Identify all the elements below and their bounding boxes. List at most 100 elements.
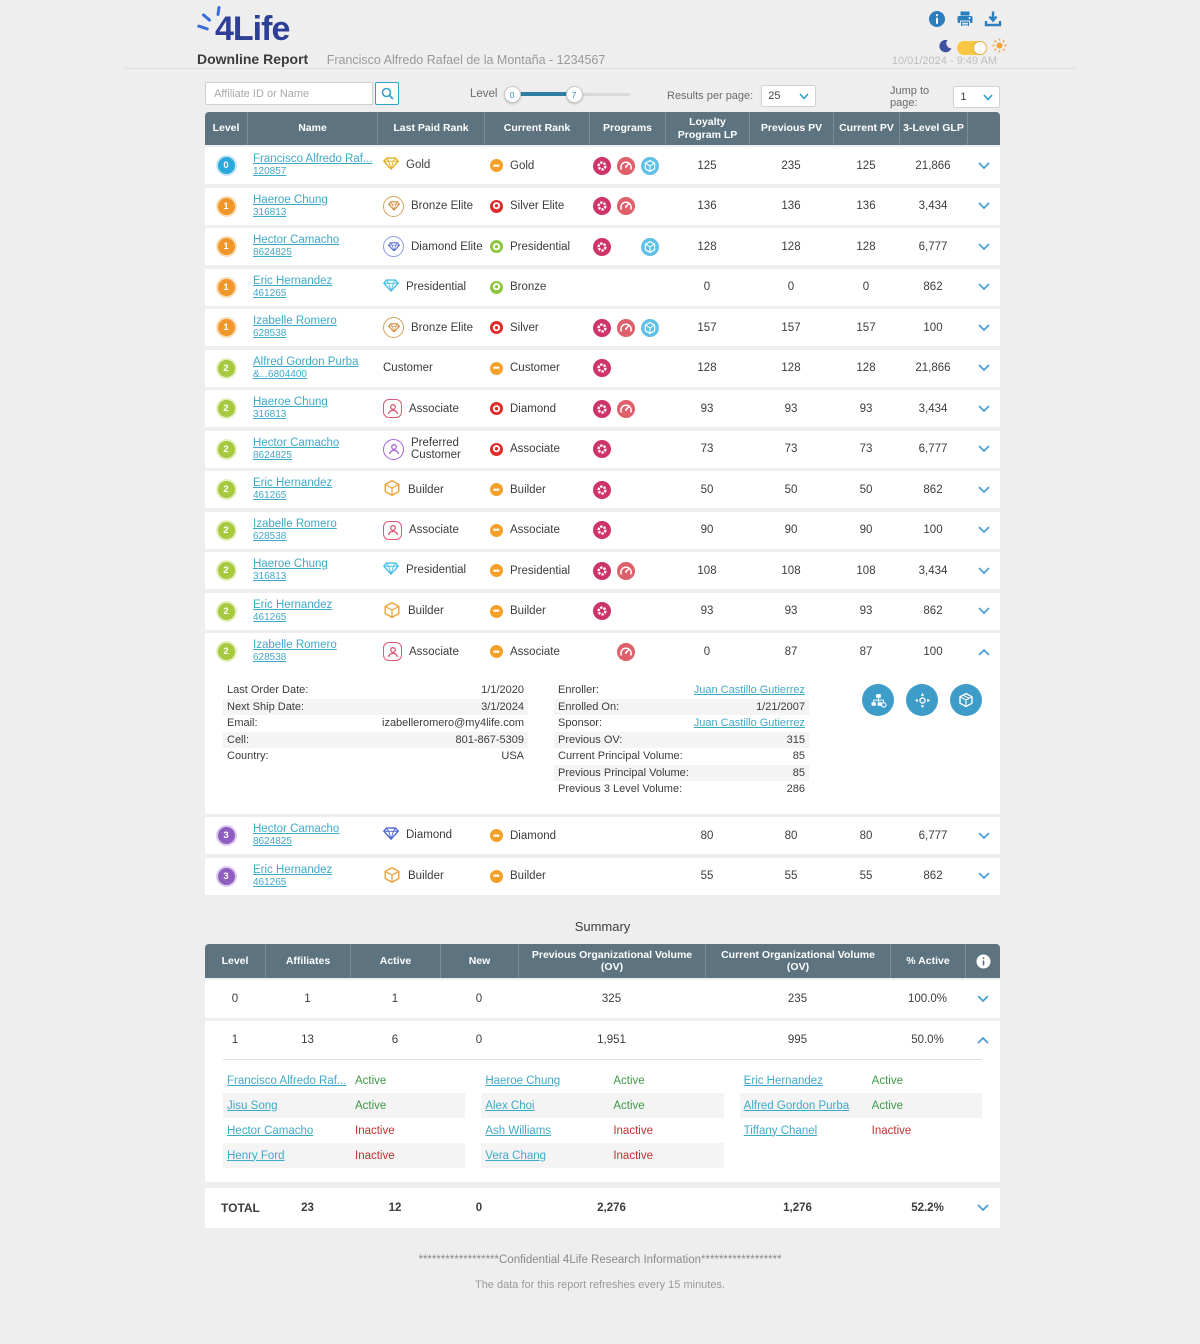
loyalty-lp-value: 136 <box>697 200 717 212</box>
affiliate-status: Inactive <box>613 1124 653 1137</box>
confidential-note: ******************Confidential 4Life Res… <box>418 1254 782 1266</box>
affiliate-name-link[interactable]: Haeroe Chung <box>253 396 328 409</box>
detail-label: Previous 3 Level Volume: <box>558 783 683 796</box>
affiliate-id-link[interactable]: 628538 <box>253 652 287 664</box>
search-input[interactable] <box>205 82 373 105</box>
affiliate-name-link[interactable]: Francisco Alfredo Raf... <box>227 1074 347 1087</box>
affiliate-id-link[interactable]: 461265 <box>253 287 287 299</box>
expand-chevron[interactable] <box>965 995 1000 1003</box>
affiliate-name-link[interactable]: Henry Ford <box>227 1149 285 1162</box>
affiliate-name-link[interactable]: Eric Hernandez <box>253 274 333 287</box>
level-slider[interactable]: 0 7 <box>503 86 630 103</box>
expand-chevron[interactable] <box>967 324 1000 332</box>
affiliate-id-link[interactable]: 461265 <box>253 490 287 502</box>
affiliate-name-link[interactable]: Izabelle Romero <box>253 639 337 652</box>
info-icon[interactable] <box>928 10 946 28</box>
affiliate-name-link[interactable]: Haeroe Chung <box>485 1074 561 1087</box>
affiliate-name-link[interactable]: Hector Camacho <box>227 1124 314 1137</box>
affiliate-name-link[interactable]: Hector Camacho <box>253 234 340 247</box>
affiliate-name-link[interactable]: Vera Chang <box>485 1149 547 1162</box>
theme-toggle[interactable] <box>957 41 987 55</box>
expand-chevron[interactable] <box>967 832 1000 840</box>
printer-icon[interactable] <box>956 10 974 28</box>
current-rank-label: Diamond <box>510 829 557 842</box>
expand-chevron[interactable] <box>967 607 1000 615</box>
expand-chevron[interactable] <box>965 1204 1000 1212</box>
expand-chevron[interactable] <box>967 648 1000 656</box>
expand-chevron[interactable] <box>967 162 1000 170</box>
affiliate-name-link[interactable]: Alfred Gordon Purba <box>743 1099 850 1112</box>
affiliate-name-link[interactable]: Jisu Song <box>227 1099 278 1112</box>
summary-info-icon[interactable] <box>965 944 1000 978</box>
affiliate-id-link[interactable]: 628538 <box>253 328 287 340</box>
affiliate-id-link[interactable]: 8624825 <box>253 836 292 848</box>
expand-chevron[interactable] <box>967 202 1000 210</box>
affiliate-id-link[interactable]: 316813 <box>253 206 287 218</box>
affiliate-name-link[interactable]: Eric Hernandez <box>743 1074 823 1087</box>
affiliate-id-link[interactable]: 8624825 <box>253 449 292 461</box>
affiliate-name-link[interactable]: Ash Williams <box>485 1124 552 1137</box>
jump-to-page-value: 1 <box>960 91 967 103</box>
current-pv-value: 108 <box>856 564 876 577</box>
expand-chevron[interactable] <box>967 445 1000 453</box>
affiliate-name-link[interactable]: Izabelle Romero <box>253 517 337 530</box>
name-cell: Eric Hernandez 461265 <box>247 476 377 503</box>
loyalty-program-icon <box>593 156 611 175</box>
downline-tree-icon[interactable] <box>862 684 894 716</box>
level-cell: 1 <box>205 195 247 217</box>
loyalty-program-icon <box>593 521 611 539</box>
affiliate-id-link[interactable]: 461265 <box>253 876 287 888</box>
detail-label: Last Order Date: <box>227 684 309 697</box>
affiliate-name-link[interactable]: Hector Camacho <box>253 823 340 836</box>
summary-header: Level Affiliates Active New Previous Org… <box>205 944 1000 978</box>
expand-chevron[interactable] <box>967 526 1000 534</box>
placement-icon[interactable] <box>906 684 938 716</box>
expand-chevron[interactable] <box>967 567 1000 575</box>
affiliate-name-link[interactable]: Eric Hernandez <box>253 598 333 611</box>
affiliate-name-link[interactable]: Haeroe Chung <box>253 193 328 206</box>
affiliate-status-row: Vera Chang Inactive <box>481 1143 724 1168</box>
affiliate-name-link[interactable]: Eric Hernandez <box>253 863 333 876</box>
expand-chevron[interactable] <box>967 486 1000 494</box>
affiliate-id-link[interactable]: 628538 <box>253 530 287 542</box>
affiliate-status-row: Ash Williams Inactive <box>481 1118 723 1143</box>
slider-handle-max[interactable]: 7 <box>565 86 583 103</box>
search-button[interactable] <box>375 82 399 105</box>
orders-package-icon[interactable] <box>950 684 982 716</box>
affiliate-id-link[interactable]: &...6804400 <box>253 368 307 380</box>
col-header: Current Organizational Volume (OV) <box>705 944 890 978</box>
results-per-page-select[interactable]: 25 <box>761 85 817 107</box>
affiliate-id-link[interactable]: 461265 <box>253 611 287 623</box>
detail-link[interactable]: Juan Castillo Gutierrez <box>693 684 805 697</box>
detail-row: Sponsor: Juan Castillo Gutierrez <box>554 715 809 732</box>
download-icon[interactable] <box>984 10 1002 28</box>
expand-chevron[interactable] <box>967 364 1000 372</box>
expand-chevron[interactable] <box>967 283 1000 291</box>
col-header: % Active <box>890 944 965 978</box>
slider-handle-min[interactable]: 0 <box>503 86 521 103</box>
affiliate-name-link[interactable]: Francisco Alfredo Raf... <box>253 153 373 166</box>
detail-link[interactable]: Juan Castillo Gutierrez <box>693 717 805 730</box>
jump-to-page-select[interactable]: 1 <box>953 86 1000 108</box>
rank-gem-teal-icon <box>382 279 400 295</box>
expand-chevron[interactable] <box>967 872 1000 880</box>
affiliate-id-link[interactable]: 316813 <box>253 571 287 583</box>
affiliate-id-link[interactable]: 8624825 <box>253 247 292 259</box>
affiliate-name-link[interactable]: Alfred Gordon Purba <box>253 355 359 368</box>
affiliate-id-link[interactable]: 120857 <box>253 166 287 178</box>
affiliate-name-link[interactable]: Haeroe Chung <box>253 558 328 571</box>
affiliate-id-link[interactable]: 316813 <box>253 409 287 421</box>
last-paid-rank-label: Builder <box>408 605 444 617</box>
program-slot <box>617 399 641 418</box>
affiliate-name-link[interactable]: Tiffany Chanel <box>743 1124 818 1137</box>
affiliate-name-link[interactable]: Izabelle Romero <box>253 315 337 328</box>
affiliate-name-link[interactable]: Alex Choi <box>485 1099 535 1112</box>
name-cell: Izabelle Romero 628538 <box>247 314 377 341</box>
expand-chevron[interactable] <box>965 1036 1000 1044</box>
glp-value: 100 <box>923 645 943 658</box>
expand-chevron[interactable] <box>967 405 1000 413</box>
table-header: Level Name Last Paid Rank Current Rank P… <box>205 112 1000 145</box>
affiliate-name-link[interactable]: Eric Hernandez <box>253 477 333 490</box>
expand-chevron[interactable] <box>967 243 1000 251</box>
affiliate-name-link[interactable]: Hector Camacho <box>253 436 340 449</box>
